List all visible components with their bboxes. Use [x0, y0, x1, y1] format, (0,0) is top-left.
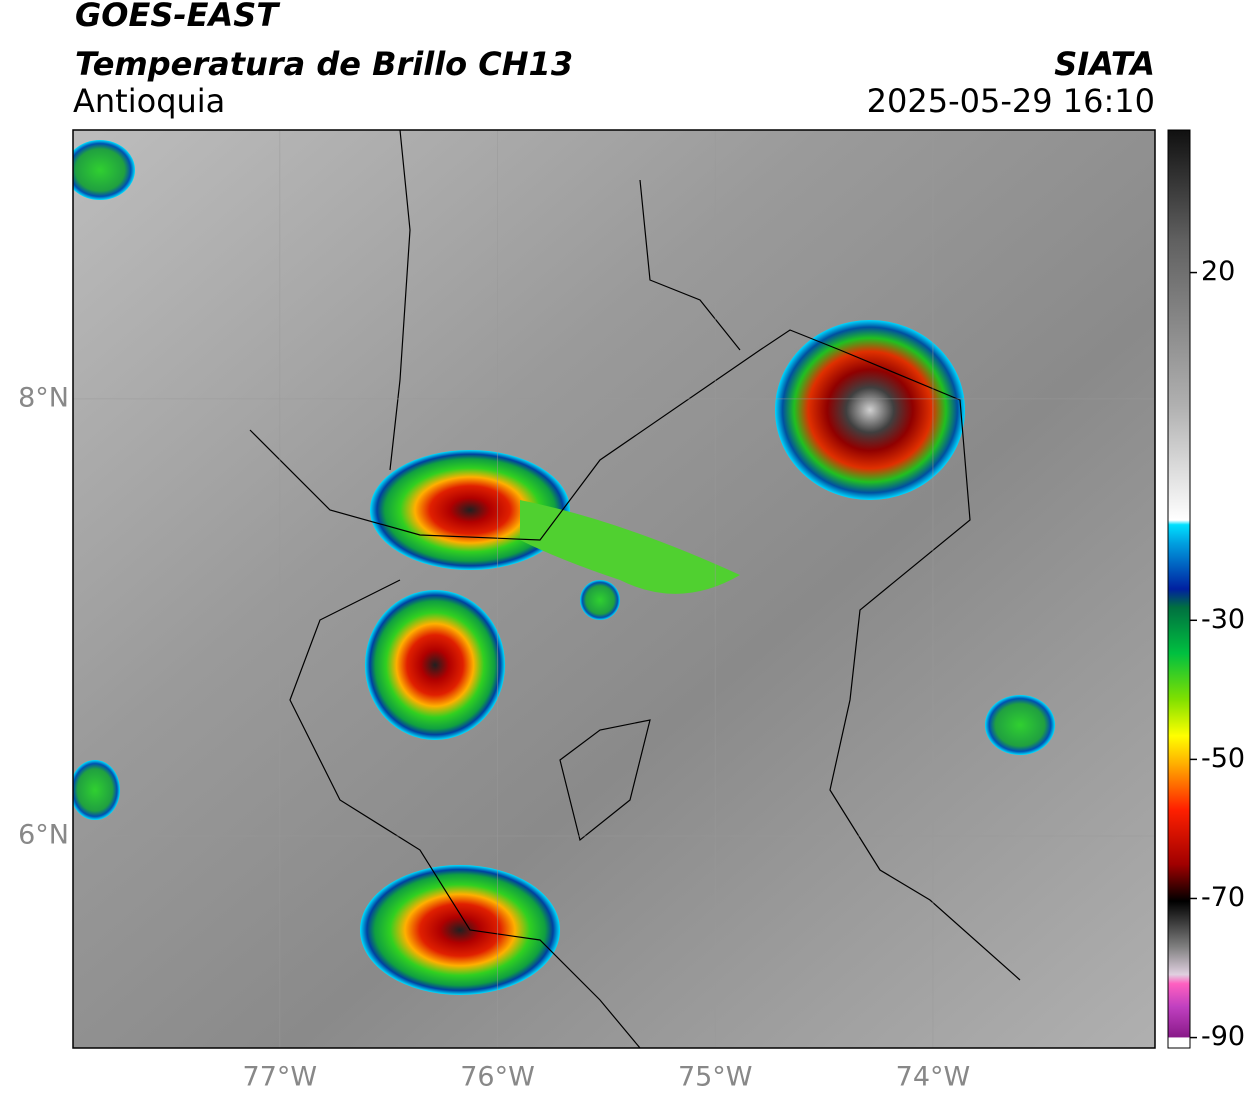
- subtitle: Temperatura de Brillo CH13: [75, 45, 573, 83]
- x-tick-label: 74°W: [896, 1062, 971, 1093]
- map-frame: [72, 129, 1156, 1049]
- x-tick-label: 75°W: [678, 1062, 753, 1093]
- storm-band: [520, 500, 740, 594]
- region: Antioquia: [73, 82, 225, 120]
- x-tick-label: 77°W: [243, 1062, 318, 1093]
- x-tick-label: 76°W: [460, 1062, 535, 1093]
- colorbar-tick-label: -70: [1201, 882, 1245, 913]
- storm-cell: [580, 580, 620, 620]
- storm-cell: [985, 695, 1055, 755]
- y-tick-label: 6°N: [18, 819, 69, 850]
- storm-cell: [73, 760, 120, 820]
- colorbar-tick-label: -90: [1201, 1021, 1245, 1052]
- storm-cell: [365, 590, 505, 740]
- colorbar-tick-label: -30: [1201, 604, 1245, 635]
- y-tick-label: 8°N: [18, 382, 69, 413]
- map-image: [73, 130, 1155, 1048]
- colorbar-tick-label: 20: [1201, 256, 1235, 287]
- storm-cell: [360, 865, 560, 995]
- admin-borders: [249, 130, 1021, 1048]
- colorbar-tick-label: -50: [1201, 743, 1245, 774]
- storm-cell: [73, 140, 135, 200]
- graticule: [73, 130, 1155, 1048]
- datetime: 2025-05-29 16:10: [867, 82, 1155, 120]
- storm-cell: [775, 320, 965, 500]
- colorbar: [1167, 129, 1191, 1049]
- source: SIATA: [1054, 45, 1155, 83]
- title: GOES-EAST: [75, 0, 280, 34]
